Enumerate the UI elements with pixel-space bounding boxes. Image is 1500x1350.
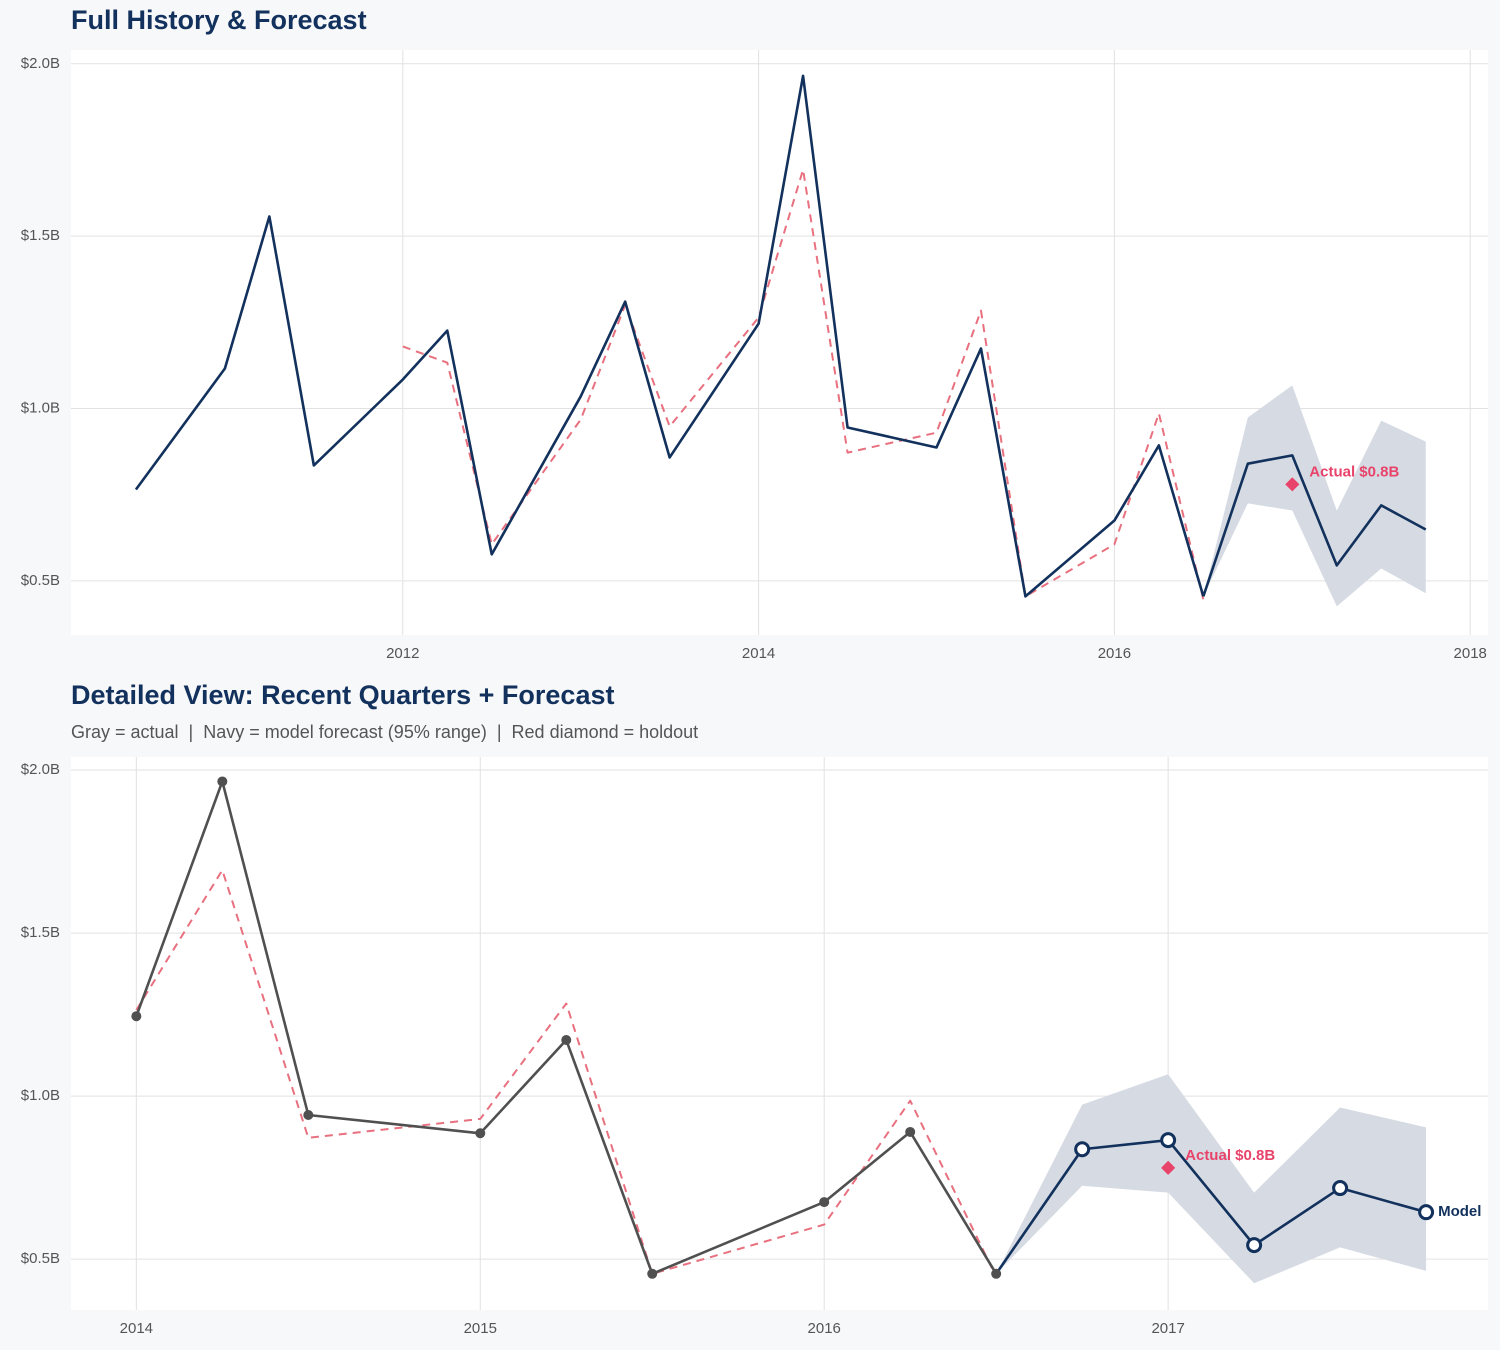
confidence-band xyxy=(996,1074,1427,1284)
y-tick-label: $1.5B xyxy=(21,924,60,941)
point-marker xyxy=(217,776,228,787)
holdout-label: Actual $0.8B xyxy=(1309,463,1399,480)
series-line xyxy=(1202,454,1427,597)
x-tick-label: 2015 xyxy=(464,1320,497,1337)
y-tick-label: $0.5B xyxy=(21,1250,60,1267)
point-marker xyxy=(475,1128,486,1139)
y-tick-label: $1.0B xyxy=(21,399,60,416)
holdout-label: Actual $0.8B xyxy=(1185,1147,1275,1164)
y-tick-label: $2.0B xyxy=(21,55,60,72)
point-marker xyxy=(131,1011,142,1022)
point-marker xyxy=(1074,1141,1091,1158)
point-marker xyxy=(303,1110,314,1121)
point-marker xyxy=(991,1268,1002,1279)
confidence-band xyxy=(1203,385,1426,607)
x-tick-label: 2012 xyxy=(386,645,419,662)
x-tick-label: 2017 xyxy=(1151,1320,1184,1337)
point-marker xyxy=(1246,1237,1263,1254)
point-marker xyxy=(561,1035,572,1046)
point-marker xyxy=(1160,1132,1177,1149)
plot-panel xyxy=(71,50,1488,635)
chart-title: Full History & Forecast xyxy=(71,5,367,35)
y-tick-label: $1.5B xyxy=(21,227,60,244)
y-tick-label: $0.5B xyxy=(21,572,60,589)
series-end-label: Model xyxy=(1438,1203,1481,1220)
fitted-line xyxy=(135,869,998,1278)
y-tick-label: $1.0B xyxy=(21,1087,60,1104)
point-marker xyxy=(905,1126,916,1137)
x-tick-label: 2016 xyxy=(1098,645,1131,662)
x-tick-label: 2018 xyxy=(1454,645,1487,662)
point-marker xyxy=(1332,1180,1349,1197)
point-marker xyxy=(819,1197,830,1208)
series-line xyxy=(995,1138,1427,1275)
chart-title: Detailed View: Recent Quarters + Forecas… xyxy=(71,680,614,710)
point-marker xyxy=(1418,1204,1435,1221)
x-tick-label: 2016 xyxy=(808,1320,841,1337)
point-marker xyxy=(647,1268,658,1279)
x-tick-label: 2014 xyxy=(120,1320,153,1337)
holdout-diamond xyxy=(1285,477,1300,492)
series-line xyxy=(134,74,1205,598)
y-tick-label: $2.0B xyxy=(21,761,60,778)
x-tick-label: 2014 xyxy=(742,645,775,662)
chart-subtitle: Gray = actual | Navy = model forecast (9… xyxy=(71,722,698,742)
holdout-diamond xyxy=(1161,1160,1176,1175)
